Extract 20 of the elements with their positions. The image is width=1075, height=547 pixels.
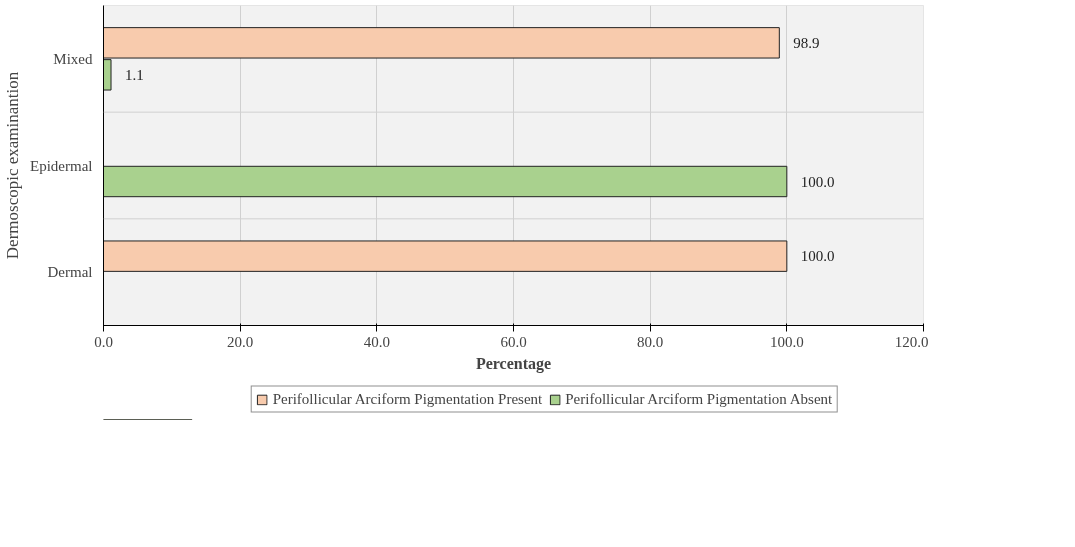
y-tick-label: Dermal — [47, 264, 93, 281]
x-tick-label: 80.0 — [637, 333, 664, 350]
data-label: 100.0 — [800, 173, 835, 190]
y-axis-title: Dermoscopic examinantion — [3, 71, 23, 260]
y-tick-label: Epidermal — [30, 157, 93, 174]
data-label: 100.0 — [800, 248, 835, 265]
x-tick-label: 120.0 — [894, 333, 929, 350]
legend-label: Perifollicular Arciform Pigmentation Present — [272, 390, 543, 408]
x-tick-label: 0.0 — [94, 333, 113, 350]
x-axis-title: Percentage — [475, 354, 552, 373]
bar — [103, 240, 788, 272]
x-tick-label: 20.0 — [227, 333, 254, 350]
x-tick-label: 100.0 — [769, 333, 804, 350]
data-label: 1.1 — [125, 66, 144, 83]
x-tick-label: 40.0 — [363, 333, 390, 350]
legend-label: Perifollicular Arciform Pigmentation Absent — [565, 390, 833, 408]
x-tick-label: 60.0 — [500, 333, 527, 350]
y-tick-label: Mixed — [53, 50, 93, 67]
bar — [103, 165, 788, 198]
data-label: 98.9 — [793, 34, 820, 51]
